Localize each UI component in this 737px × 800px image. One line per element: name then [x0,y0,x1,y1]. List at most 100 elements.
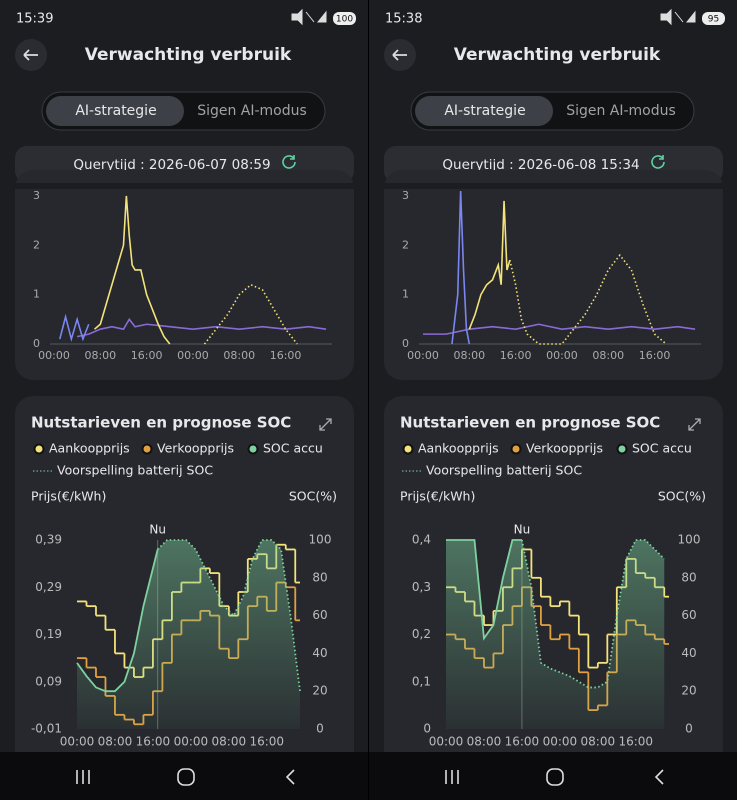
nav-recent[interactable] [76,770,90,784]
x-tick-label: 00:00 [543,735,578,749]
x-tick-label: 00:00 [38,349,70,362]
tab-active[interactable] [415,96,553,126]
y-tick-label: 0,19 [35,627,62,641]
series-line [59,313,90,343]
x-tick-label: 16:00 [136,735,171,749]
y-tick-label: 2 [33,238,40,251]
x-tick-label: 00:00 [546,349,578,362]
usage-plot [59,195,327,345]
y2-tick-label: 60 [312,608,327,622]
x-tick-label: 16:00 [618,735,653,749]
battery-level: 95 [708,15,719,25]
y-tick-label: 2 [402,238,409,251]
page-title: Verwachting verbruik [454,45,661,65]
x-tick-label: 16:00 [505,735,540,749]
nav-home[interactable] [177,768,195,786]
y-tick-label: 0 [33,337,40,350]
tab-active[interactable] [46,96,184,126]
soc-area [77,549,158,729]
battery [702,12,725,25]
soc-area [446,540,522,729]
x-tick-label: 16:00 [249,735,284,749]
expand-icon[interactable] [688,418,701,431]
y2-tick-label: 100 [678,533,701,547]
y-tick-label: 0 [402,337,409,350]
series-line [423,323,696,335]
x-tick-label: 08:00 [84,349,116,362]
y2-tick-label: 40 [681,646,696,660]
legend-label: SOC accu [263,441,323,456]
refresh-icon[interactable] [651,155,665,169]
soc-area [157,540,300,729]
y-tick-label: 0 [423,722,431,736]
back-arrow [392,49,407,61]
query-time: Querytijd : 2026-06-08 15:34 [442,157,639,173]
x-tick-label: 08:00 [581,735,616,749]
y-axis-label: Prijs(€/kWh) [400,489,475,504]
status-time: 15:38 [385,12,422,27]
phone-screen: 15:38 95 Verwachting verbruik AI-strategie S… [369,0,737,800]
tab[interactable]: Sigen AI-modus [566,103,676,119]
legend-label: Aankoopprijs [418,441,499,456]
signal-icons [660,8,696,26]
legend-swatch [247,443,259,455]
x-tick-label: 16:00 [131,349,163,362]
battery [333,12,356,25]
legend-label: Voorspelling batterij SOC [57,463,213,478]
tab[interactable]: AI-strategie [444,103,525,119]
back-arrow [23,49,38,61]
y-tick-label: -0,01 [31,722,62,736]
usage-card-cut [384,183,723,189]
tab[interactable]: AI-strategie [75,103,156,119]
nav-home[interactable] [546,768,564,786]
y-tick-label: 1 [402,288,409,301]
y-tick-label: 0,09 [35,674,62,688]
series-line [451,190,471,345]
y2-tick-label: 100 [309,533,332,547]
y-tick-label: 0,3 [412,580,431,594]
series-line [76,549,159,693]
y-tick-label: 3 [402,189,409,202]
signal-icons [291,8,327,26]
y2-tick-label: 40 [312,646,327,660]
y2-tick-label: 20 [312,684,327,698]
x-tick-label: 08:00 [98,735,133,749]
battery-level: 100 [336,15,353,25]
query-time: Querytijd : 2026-06-07 08:59 [73,157,270,173]
legend-swatch [402,443,414,455]
nav-bar [369,752,737,800]
x-tick-label: 08:00 [223,349,255,362]
x-tick-label: 08:00 [453,349,485,362]
y2-tick-label: 20 [681,684,696,698]
nav-recent[interactable] [445,770,459,784]
refresh-icon[interactable] [282,155,296,169]
legend-swatch [616,443,628,455]
legend-label: Verkoopprijs [526,441,603,456]
nav-back[interactable] [654,769,664,785]
x-tick-label: 08:00 [212,735,247,749]
expand-icon[interactable] [319,418,332,431]
nav-back[interactable] [285,769,295,785]
soc-area [521,540,665,729]
series-line [446,539,522,641]
x-tick-label: 00:00 [174,735,209,749]
now-label: Nu [149,523,166,537]
usage-plot [423,190,696,345]
series-line [468,200,511,330]
x-tick-label: 16:00 [500,349,532,362]
usage-card-cut [15,183,354,189]
legend-label: Aankoopprijs [49,441,130,456]
series-line [203,283,298,345]
legend-label: Verkoopprijs [157,441,234,456]
x-tick-label: 00:00 [60,735,95,749]
legend-label: Voorspelling batterij SOC [426,463,582,478]
nav-bar [0,752,368,800]
y2-tick-label: 80 [312,570,327,584]
series-line [157,539,301,692]
y-tick-label: 0,1 [412,674,431,688]
tab[interactable]: Sigen AI-modus [197,103,307,119]
x-tick-label: 16:00 [639,349,671,362]
y-tick-label: 0,2 [412,627,431,641]
